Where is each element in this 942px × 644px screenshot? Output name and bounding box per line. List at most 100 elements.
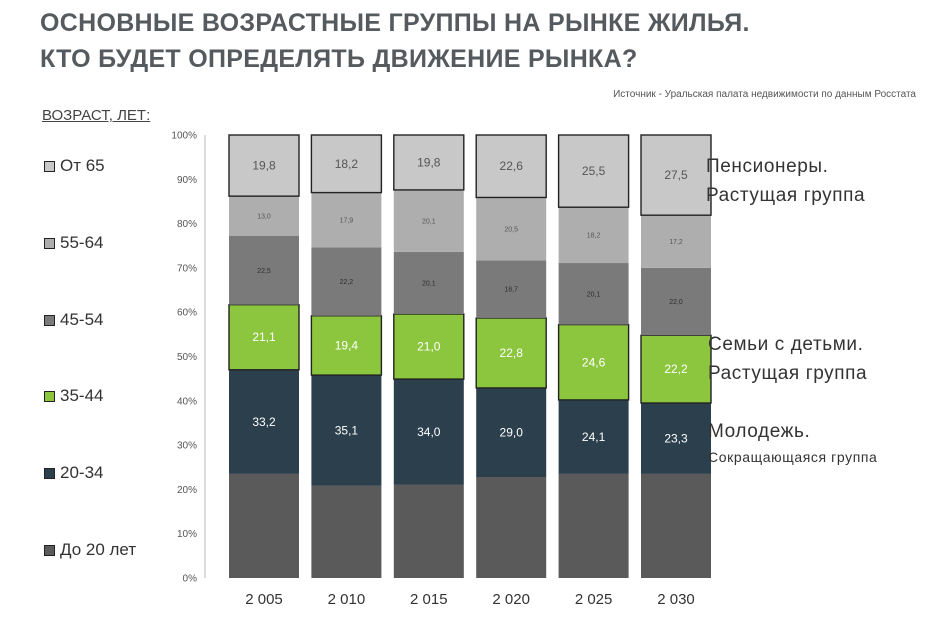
bar-data-label: 18,7 [504, 287, 518, 294]
bar-segment [393, 379, 464, 485]
x-tick-label: 2 025 [575, 591, 613, 608]
y-tick-label: 80% [177, 219, 197, 230]
annotation-youth-line1: Молодежь. [708, 421, 811, 442]
bar-segment [229, 196, 299, 237]
bar-data-label: 20,1 [422, 280, 436, 287]
bar-segment [557, 323, 630, 401]
bar-segment [640, 134, 712, 216]
bar-segment [393, 189, 464, 252]
bar-data-label: 29,0 [500, 425, 524, 439]
legend-label: 20-34 [60, 463, 104, 482]
bar-segment [228, 303, 300, 371]
bar-data-label: 19,8 [252, 159, 276, 173]
bar-segment [311, 192, 382, 248]
y-tick-label: 0% [183, 574, 198, 585]
bar-data-label: 25,5 [582, 164, 606, 178]
bar-segment [228, 134, 300, 197]
bar-data-label: 22,8 [500, 346, 524, 360]
bar-data-label: 22,2 [340, 279, 354, 286]
legend-label: До 20 лет [60, 540, 137, 559]
bar-segment [393, 251, 464, 314]
bar-segment [476, 260, 547, 318]
bar-data-label: 33,2 [252, 415, 276, 429]
bar-segment [310, 315, 383, 376]
bar-segment [557, 134, 630, 208]
bar-data-label: 22,5 [257, 268, 271, 275]
bar-data-label: 22,6 [500, 159, 524, 173]
bar-data-label: 21,0 [417, 340, 441, 354]
y-tick-label: 20% [177, 485, 197, 496]
legend-swatch [44, 314, 55, 326]
bar-data-label: 22,0 [669, 299, 683, 306]
bar-segment [641, 473, 711, 578]
bar-segment [311, 247, 382, 316]
legend-label: 55-64 [60, 233, 104, 252]
bar-data-label: 17,9 [340, 218, 354, 225]
legend-label: От 65 [60, 156, 105, 175]
annotation-youth-line2: Сокращающаяся группа [708, 449, 878, 465]
bar-data-label: 27,5 [664, 168, 688, 182]
legend-item-45-54: 45-54 [44, 310, 103, 330]
bar-segment [476, 387, 547, 477]
bar-segment [476, 476, 547, 578]
legend-label: 35-44 [60, 386, 104, 405]
legend-item-55-64: 55-64 [44, 233, 103, 253]
bar-data-label: 22,2 [664, 362, 688, 376]
legend-swatch [44, 237, 55, 249]
bar-segment [641, 403, 711, 474]
chart-title-line2: КТО БУДЕТ ОПРЕДЕЛЯТЬ ДВИЖЕНИЕ РЫНКА? [40, 45, 638, 73]
bar-data-label: 20,1 [422, 218, 436, 225]
x-tick-label: 2 015 [410, 591, 448, 608]
bar-data-label: 20,1 [587, 291, 601, 298]
chart-title-line1: ОСНОВНЫЕ ВОЗРАСТНЫЕ ГРУППЫ НА РЫНКЕ ЖИЛЬ… [40, 9, 750, 37]
bar-data-label: 18,2 [587, 233, 601, 240]
bar-segment [558, 473, 629, 578]
legend-item-20-34: 20-34 [44, 463, 103, 483]
bar-segment [640, 334, 712, 404]
legend-title: ВОЗРАСТ, ЛЕТ: [42, 107, 151, 124]
legend-swatch [44, 390, 55, 402]
legend-swatch [44, 467, 55, 479]
y-tick-label: 90% [177, 175, 197, 186]
bar-segment [310, 134, 383, 194]
bar-data-label: 19,8 [417, 155, 441, 169]
legend-item-under-20: До 20 лет [44, 540, 136, 560]
bar-data-label: 21,1 [252, 330, 276, 344]
y-tick-label: 40% [177, 396, 197, 407]
bar-data-label: 35,1 [335, 423, 359, 437]
annotation-families-line2: Растущая группа [708, 363, 868, 384]
x-tick-label: 2 010 [328, 591, 366, 608]
bar-segment [558, 399, 629, 474]
bar-segment [476, 197, 547, 261]
y-tick-label: 10% [177, 529, 197, 540]
bar-segment [641, 215, 711, 268]
x-tick-label: 2 005 [245, 591, 283, 608]
bar-segment [475, 317, 547, 389]
y-tick-label: 100% [171, 131, 197, 142]
y-tick-label: 70% [177, 263, 197, 274]
bar-segment [229, 369, 299, 474]
bar-segment [393, 134, 465, 191]
bar-segment [229, 236, 299, 305]
bar-segment [475, 134, 547, 199]
bar-data-label: 19,4 [335, 338, 359, 352]
legend-item-65-plus: От 65 [44, 156, 105, 176]
legend-item-35-44: 35-44 [44, 386, 103, 406]
annotation-pensioners-line1: Пенсионеры. [706, 156, 829, 177]
bar-segment [229, 473, 299, 578]
bar-data-label: 34,0 [417, 425, 441, 439]
legend-label: 45-54 [60, 310, 104, 329]
bar-data-label: 13,0 [257, 214, 271, 221]
bar-data-label: 20,5 [504, 226, 518, 233]
bar-segment [558, 263, 629, 325]
bar-data-label: 18,2 [335, 157, 359, 171]
bar-segment [393, 484, 464, 578]
y-tick-label: 50% [177, 352, 197, 363]
x-tick-label: 2 020 [492, 591, 530, 608]
source-note: Источник - Уральская палата недвижимости… [613, 89, 916, 100]
bar-data-label: 24,1 [582, 430, 606, 444]
bar-segment [311, 485, 382, 578]
annotation-families-line1: Семьи с детьми. [708, 334, 864, 355]
legend-swatch [44, 160, 55, 172]
